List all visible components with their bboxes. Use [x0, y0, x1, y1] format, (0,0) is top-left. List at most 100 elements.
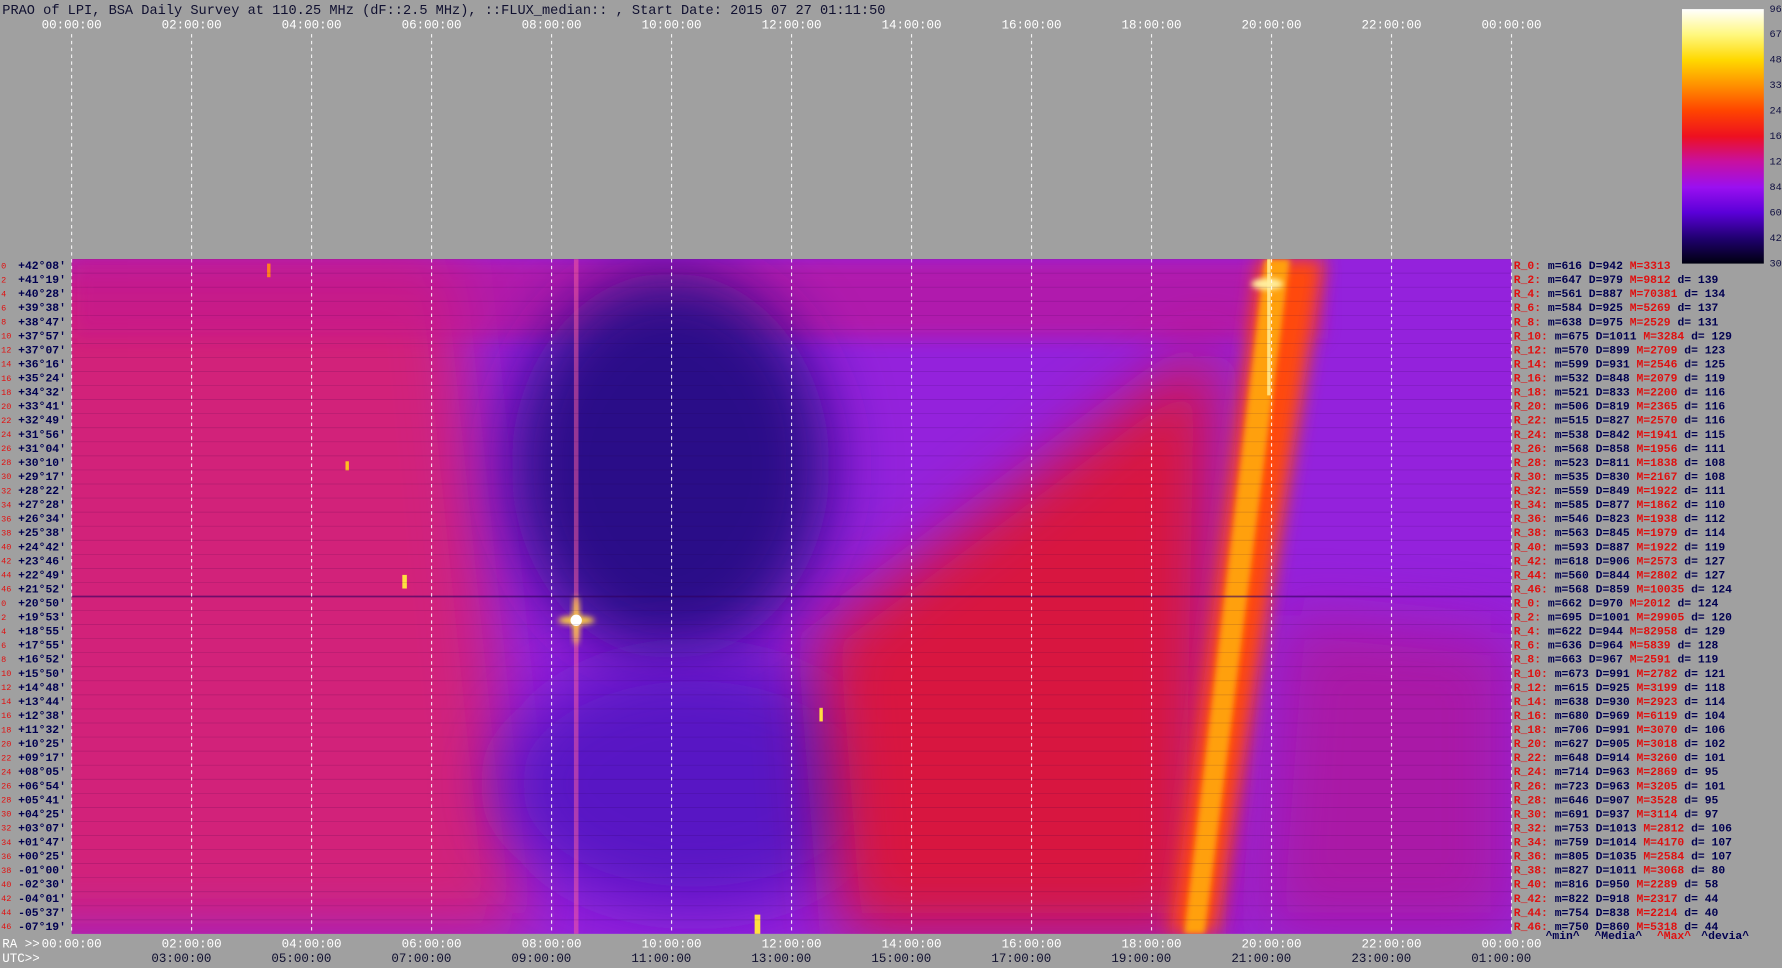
stat-name: R_28: [1514, 458, 1548, 470]
row-stats: R_40: m=593 D=887 M=1922 d= 119 [1514, 542, 1726, 554]
stat-d: D=849 [1596, 486, 1630, 498]
row-stats: R_14: m=599 D=931 M=2546 d= 125 [1514, 359, 1726, 371]
stat-m: m=714 [1555, 767, 1589, 779]
bottom-tick-label: 00:00:00 [42, 937, 102, 951]
stat-d: d= 123 [1684, 345, 1725, 357]
stat-m: m=646 [1555, 795, 1589, 807]
utc-tick-label: 21:00:00 [1231, 952, 1291, 966]
top-tick-label: 08:00:00 [522, 18, 582, 32]
stat-name: R_20: [1514, 739, 1548, 751]
stat-d: D=1013 [1596, 823, 1637, 835]
stat-d: d= 129 [1684, 627, 1725, 639]
row-index: 12 [1, 683, 11, 693]
stat-m: M=2573 [1637, 556, 1678, 568]
bottom-tick-label: 00:00:00 [1482, 937, 1542, 951]
row-index: 18 [1, 725, 11, 735]
declination-label: -07°19' [18, 922, 66, 934]
stat-d: D=848 [1596, 374, 1630, 386]
stat-name: R_34: [1514, 838, 1548, 850]
stat-m: M=2167 [1637, 472, 1678, 484]
stat-d: d= 95 [1684, 795, 1718, 807]
stat-name: R_10: [1514, 331, 1548, 343]
declination-label: +34°32' [18, 388, 66, 400]
stat-d: d= 111 [1684, 486, 1725, 498]
stat-m: M=3205 [1637, 781, 1678, 793]
row-stats: R_26: m=723 D=963 M=3205 d= 101 [1514, 781, 1726, 793]
row-stats: R_42: m=618 D=906 M=2573 d= 127 [1514, 556, 1726, 568]
stat-m: M=6119 [1637, 711, 1678, 723]
declination-label: +09°17' [18, 753, 66, 765]
row-index: 30 [1, 810, 11, 820]
stat-d: D=887 [1589, 289, 1623, 301]
stat-name: R_26: [1514, 444, 1548, 456]
declination-label: +40°28' [18, 289, 66, 301]
stat-m: m=515 [1555, 416, 1589, 428]
stat-d: d= 121 [1684, 669, 1725, 681]
declination-label: +20°50' [18, 599, 66, 611]
stat-m: M=3284 [1643, 331, 1684, 343]
stat-d: d= 107 [1691, 838, 1732, 850]
top-tick-label: 20:00:00 [1242, 18, 1302, 32]
stat-name: R_40: [1514, 880, 1548, 892]
stat-d: D=963 [1596, 781, 1630, 793]
row-stats: R_34: m=759 D=1014 M=4170 d= 107 [1514, 838, 1732, 850]
declination-label: +39°38' [18, 303, 66, 315]
row-index: 36 [1, 514, 11, 524]
stat-name: R_6: [1514, 303, 1541, 315]
row-index: 44 [1, 571, 11, 581]
stat-m: m=546 [1555, 514, 1589, 526]
colorbar-label: 3394.1 [1769, 80, 1782, 92]
stat-m: M=2869 [1637, 767, 1678, 779]
stat-m: M=2079 [1637, 374, 1678, 386]
stat-m: m=538 [1555, 430, 1589, 442]
stat-d: D=1011 [1596, 331, 1637, 343]
top-tick-label: 14:00:00 [882, 18, 942, 32]
declination-label: +36°16' [18, 359, 66, 371]
stat-name: R_26: [1514, 781, 1548, 793]
row-stats: R_10: m=673 D=991 M=2782 d= 121 [1514, 669, 1726, 681]
declination-label: +17°55' [18, 641, 66, 653]
stat-d: d= 127 [1684, 570, 1725, 582]
stat-m: M=2591 [1630, 655, 1671, 667]
colorbar-label: 9600.0 [1769, 4, 1782, 16]
utc-label: UTC>> [2, 952, 39, 966]
stat-d: d= 108 [1684, 472, 1725, 484]
bottom-tick-label: 18:00:00 [1122, 937, 1182, 951]
row-index: 40 [1, 880, 11, 890]
stat-name: R_14: [1514, 359, 1548, 371]
stat-name: R_2: [1514, 275, 1541, 287]
stat-m: M=2289 [1637, 880, 1678, 892]
stat-m: m=618 [1555, 556, 1589, 568]
stat-name: R_6: [1514, 641, 1541, 653]
row-index: 0 [1, 261, 6, 271]
declination-label: +29°17' [18, 472, 66, 484]
stat-m: M=2802 [1637, 570, 1678, 582]
top-tick-label: 06:00:00 [402, 18, 462, 32]
bottom-tick-label: 10:00:00 [642, 937, 702, 951]
row-stats: R_8: m=638 D=975 M=2529 d= 131 [1514, 317, 1719, 329]
stat-m: m=563 [1555, 528, 1589, 540]
legend-key: ^devia^ [1701, 931, 1749, 943]
stat-d: D=1011 [1596, 866, 1637, 878]
stat-d: D=845 [1596, 528, 1630, 540]
declination-label: +12°38' [18, 711, 66, 723]
row-index: 6 [1, 641, 6, 651]
stat-d: D=925 [1596, 683, 1630, 695]
stat-d: D=925 [1589, 303, 1623, 315]
bottom-tick-label: 04:00:00 [282, 937, 342, 951]
bottom-tick-label: 02:00:00 [162, 937, 222, 951]
stat-m: m=706 [1555, 725, 1589, 737]
stat-m: m=585 [1555, 500, 1589, 512]
stat-m: m=560 [1555, 570, 1589, 582]
row-stats: R_0: m=616 D=942 M=3313 [1514, 261, 1671, 273]
stat-d: D=877 [1596, 500, 1630, 512]
utc-tick-label: 11:00:00 [631, 952, 691, 966]
stat-d: d= 125 [1684, 359, 1725, 371]
row-stats: R_10: m=675 D=1011 M=3284 d= 129 [1514, 331, 1732, 343]
declination-label: +16°52' [18, 655, 66, 667]
row-index: 8 [1, 655, 6, 665]
row-index: 16 [1, 374, 11, 384]
stat-m: m=570 [1555, 345, 1589, 357]
row-stats: R_14: m=638 D=930 M=2923 d= 114 [1514, 697, 1726, 709]
stat-m: M=1941 [1637, 430, 1678, 442]
